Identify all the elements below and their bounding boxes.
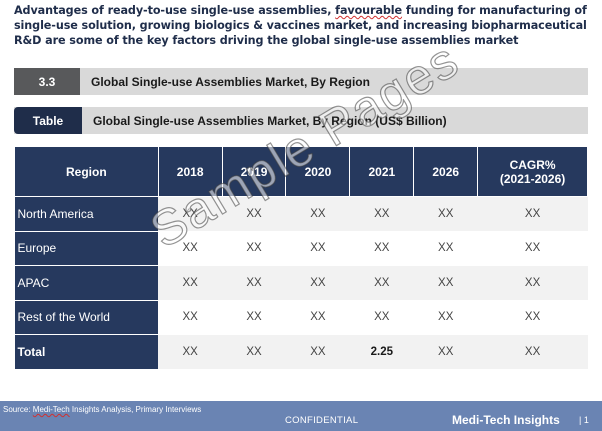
table-cell: XX [413, 300, 478, 335]
row-label-total: Total [14, 334, 159, 370]
table-tag: Table [14, 107, 82, 134]
region-market-table: Region 2018 2019 2020 2021 2026 CAGR% (20… [14, 146, 588, 370]
section-heading-bar: 3.3 Global Single-use Assemblies Market,… [14, 68, 588, 95]
table-cell: XX [285, 231, 350, 266]
table-cell: XX [158, 300, 223, 335]
table-cell: XX [222, 231, 286, 266]
table-cell: XX [349, 300, 414, 335]
row-label: North America [14, 196, 159, 232]
table-cell: XX [285, 265, 350, 301]
table-cell: XX [477, 196, 588, 232]
table-cell: XX [349, 196, 414, 232]
table-cell: XX [349, 265, 414, 301]
table-row: Rest of the World XX XX XX XX XX XX [14, 300, 588, 335]
row-label: Europe [14, 231, 159, 266]
table-cell: XX [158, 196, 223, 232]
source-rest: Insights Analysis, Primary Interviews [69, 405, 202, 414]
header-2018: 2018 [157, 146, 223, 197]
header-2021: 2021 [349, 146, 415, 197]
header-cagr-period: (2021-2026) [499, 171, 566, 186]
table-cell: XX [158, 265, 223, 301]
header-2020: 2020 [285, 146, 351, 197]
footer-bar: Source: Medi-Tech Insights Analysis, Pri… [0, 401, 602, 431]
table-cell: XX [158, 231, 223, 266]
row-label: Rest of the World [14, 300, 159, 335]
table-cell-total-2021: 2.25 [349, 334, 414, 370]
intro-part-1: Advantages of ready-to-use single-use as… [14, 4, 336, 17]
table-cell: XX [413, 334, 478, 370]
table-row: APAC XX XX XX XX XX XX [14, 265, 588, 301]
table-cell: XX [413, 231, 478, 266]
table-heading-bar: Table Global Single-use Assemblies Marke… [14, 107, 588, 134]
header-cagr-label: CAGR% [509, 157, 556, 172]
header-region: Region [14, 146, 159, 197]
table-cell: XX [477, 300, 588, 335]
table-cell: XX [285, 300, 350, 335]
table-total-row: Total XX XX XX 2.25 XX XX [14, 334, 588, 370]
header-cagr: CAGR% (2021-2026) [477, 146, 588, 197]
table-cell: XX [222, 300, 286, 335]
table-header-row: Region 2018 2019 2020 2021 2026 CAGR% (20… [14, 146, 588, 197]
brand-logo-text: Medi-Tech Insights [452, 413, 560, 427]
table-cell: XX [477, 334, 588, 370]
table-cell: XX [222, 334, 286, 370]
table-cell: XX [477, 265, 588, 301]
table-cell: XX [222, 196, 286, 232]
section-title: Global Single-use Assemblies Market, By … [91, 74, 370, 89]
table-cell: XX [158, 334, 223, 370]
table-row: Europe XX XX XX XX XX XX [14, 231, 588, 266]
table-cell: XX [413, 265, 478, 301]
intro-part-2: funding for manufacturing of single-use … [14, 4, 587, 47]
section-number: 3.3 [14, 68, 80, 95]
table-row: North America XX XX XX XX XX XX [14, 196, 588, 232]
table-cell: XX [349, 231, 414, 266]
table-cell: XX [413, 196, 478, 232]
intro-spellcheck-word: favourable [335, 4, 403, 17]
table-cell: XX [477, 231, 588, 266]
row-label: APAC [14, 265, 159, 301]
footer-source: Source: Medi-Tech Insights Analysis, Pri… [3, 405, 201, 414]
source-brand: Medi-Tech [32, 405, 70, 414]
intro-paragraph: Advantages of ready-to-use single-use as… [14, 3, 594, 48]
table-cell: XX [285, 196, 350, 232]
confidential-label: CONFIDENTIAL [285, 415, 359, 426]
source-label: Source: [3, 405, 33, 414]
table-title: Global Single-use Assemblies Market, By … [93, 113, 447, 128]
table-cell: XX [285, 334, 350, 370]
table-cell: XX [222, 265, 286, 301]
header-2026: 2026 [413, 146, 479, 197]
header-2019: 2019 [221, 146, 287, 197]
page-number: | 1 [579, 415, 589, 425]
